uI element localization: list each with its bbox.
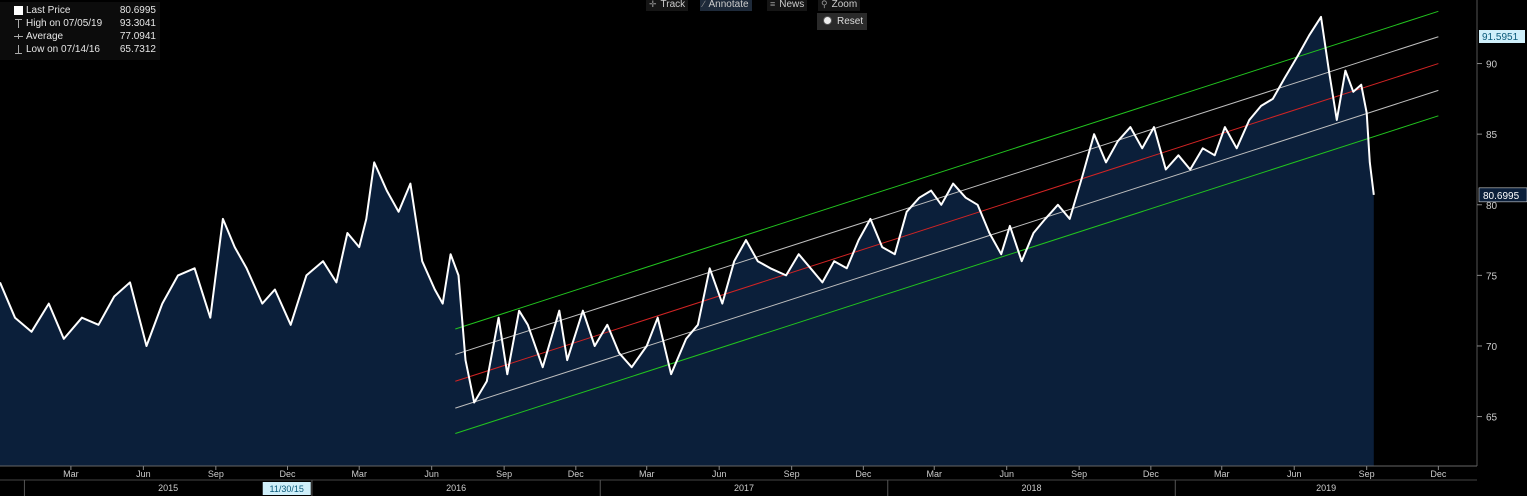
last-price-tag-label: 80.6995 xyxy=(1483,191,1520,202)
x-tick-label: Sep xyxy=(784,469,800,479)
x-axis-area xyxy=(0,466,1527,496)
zoom-label: Zoom xyxy=(831,0,858,10)
legend-label: Last Price xyxy=(26,5,71,16)
regression-line xyxy=(455,63,1439,382)
x-tick-label: Mar xyxy=(1214,469,1230,479)
year-label: 2019 xyxy=(1316,483,1336,493)
reset-icon xyxy=(823,16,832,25)
year-label: 2017 xyxy=(734,483,754,493)
x-tick-label: Dec xyxy=(1430,469,1447,479)
y-tick-label: 90 xyxy=(1486,60,1498,71)
x-tick-label: Jun xyxy=(999,469,1014,479)
x-tick-label: Jun xyxy=(712,469,727,479)
track-label: Track xyxy=(660,0,686,10)
cursor-date-tag xyxy=(262,482,311,495)
upper-band-tag-label: 91.5951 xyxy=(1482,32,1519,43)
legend-row-low: Low on 07/14/16 65.7312 xyxy=(0,43,160,56)
x-tick-label: Sep xyxy=(208,469,224,479)
x-tick-label: Jun xyxy=(424,469,439,479)
year-label: 2015 xyxy=(158,483,178,493)
legend-row-average: Average 77.0941 xyxy=(0,30,160,43)
y-tick-label: 75 xyxy=(1486,271,1498,282)
year-label: 2018 xyxy=(1021,483,1041,493)
legend-value: 65.7312 xyxy=(119,44,156,55)
price-area xyxy=(0,16,1374,467)
square-icon xyxy=(14,6,23,15)
cursor-date-label: 11/30/15 xyxy=(270,484,304,494)
annotate-label: Annotate xyxy=(708,0,749,10)
reset-button[interactable]: Reset xyxy=(817,13,867,30)
news-label: News xyxy=(779,0,805,10)
crosshair-icon: ✛ xyxy=(649,0,657,9)
legend-label: Average xyxy=(26,31,64,42)
legend-row-high: High on 07/05/19 93.3041 xyxy=(0,17,160,30)
y-tick-label: 70 xyxy=(1486,342,1498,353)
last-price-tag xyxy=(1478,187,1527,203)
legend-value: 80.6995 xyxy=(119,5,156,16)
y-tick-label: 80 xyxy=(1486,201,1498,212)
pencil-icon: ∕ xyxy=(703,0,705,9)
legend-value: 77.0941 xyxy=(119,31,156,42)
legend: Last Price 80.6995 High on 07/05/19 93.3… xyxy=(0,2,160,60)
legend-label: Low on 07/14/16 xyxy=(26,44,100,55)
x-tick-label: Mar xyxy=(639,469,655,479)
high-marker-icon xyxy=(14,19,23,28)
news-icon: ≡ xyxy=(770,0,776,9)
x-tick-label: Mar xyxy=(926,469,942,479)
upper-band-tag xyxy=(1479,30,1525,43)
x-tick-label: Mar xyxy=(351,469,367,479)
news-button[interactable]: ≡ News xyxy=(767,0,808,11)
x-tick-label: Jun xyxy=(1287,469,1302,479)
x-tick-label: Sep xyxy=(1359,469,1375,479)
low-marker-icon xyxy=(14,45,23,54)
magnifier-icon: ⚲ xyxy=(821,0,828,9)
y-tick-label: 65 xyxy=(1486,413,1498,424)
y-tick-label: 85 xyxy=(1486,130,1498,141)
upper-channel-line xyxy=(455,10,1439,330)
x-tick-label: Jun xyxy=(136,469,151,479)
lower-inner-channel-line xyxy=(455,89,1439,409)
x-tick-label: Dec xyxy=(280,469,297,479)
year-label: 2016 xyxy=(446,483,466,493)
legend-label: High on 07/05/19 xyxy=(26,18,103,29)
track-button[interactable]: ✛ Track xyxy=(646,0,689,11)
reset-label: Reset xyxy=(837,16,864,27)
x-tick-label: Sep xyxy=(1071,469,1087,479)
annotate-button[interactable]: ∕ Annotate xyxy=(700,0,752,11)
x-tick-label: Dec xyxy=(855,469,872,479)
legend-value: 93.3041 xyxy=(119,18,156,29)
x-tick-label: Mar xyxy=(63,469,79,479)
legend-row-last-price: Last Price 80.6995 xyxy=(0,4,160,17)
x-tick-label: Dec xyxy=(1143,469,1160,479)
zoom-button[interactable]: ⚲ Zoom xyxy=(818,0,861,11)
average-marker-icon xyxy=(14,32,23,41)
x-tick-label: Dec xyxy=(568,469,585,479)
price-line xyxy=(0,15,1375,404)
lower-channel-line xyxy=(455,115,1439,434)
x-tick-label: Sep xyxy=(496,469,512,479)
